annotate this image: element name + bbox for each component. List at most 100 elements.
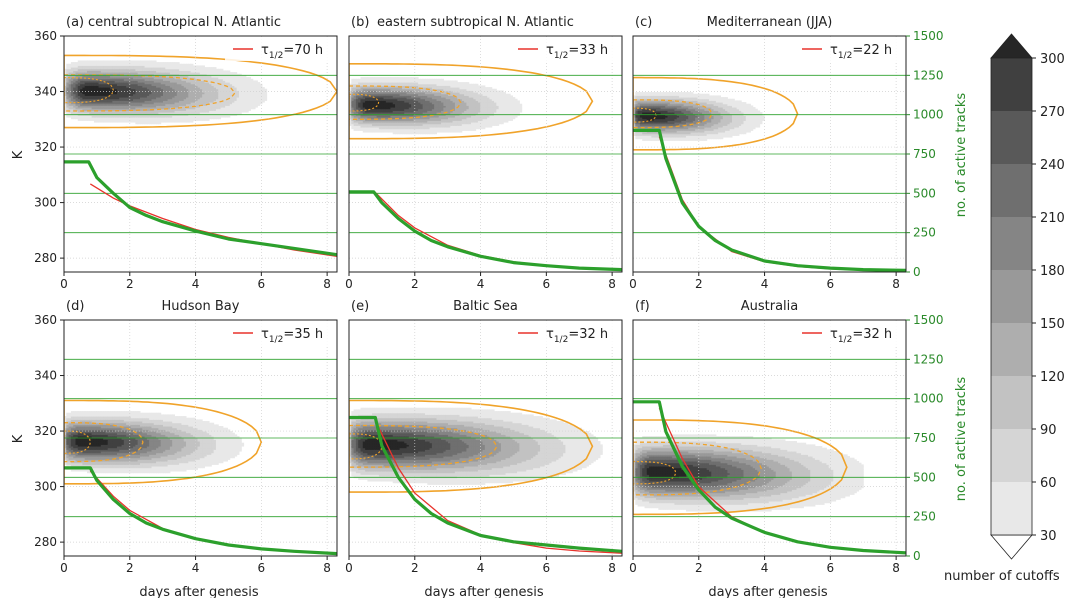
x-tick-label: 4: [761, 561, 769, 575]
fit-curve: [658, 136, 907, 272]
density-field: [633, 92, 765, 141]
panel-frame: [63, 35, 338, 273]
panel-frame: [63, 319, 338, 557]
colorbar-segment: [991, 376, 1032, 429]
tracks-tick-label: 500: [913, 470, 936, 484]
k-tick-label: 360: [34, 29, 57, 43]
density-field: [64, 411, 245, 474]
panel-frame: [348, 319, 623, 557]
tracks-tick-label: 1250: [913, 68, 944, 82]
contour-outer: [64, 54, 337, 129]
colorbar-segment: [991, 58, 1032, 111]
legend-fit-label: τ1/2=22 h: [830, 43, 892, 61]
panel-letter: (b): [351, 15, 369, 30]
contour-core: [633, 107, 657, 123]
x-tick-label: 6: [827, 561, 835, 575]
panel-frame: [348, 35, 623, 273]
colorbar: 30 60 90 120 150 180 210 240 270 300: [990, 33, 1065, 560]
tracks-tick-label: 250: [913, 510, 936, 524]
legend: τ1/2=22 h: [794, 39, 902, 61]
colorbar-tick-label: 300: [1040, 52, 1065, 67]
x-tick-label: 2: [411, 277, 419, 291]
panel-letter: (d): [66, 299, 84, 314]
panel-title: Australia: [741, 299, 799, 314]
panel-e: 0 2 4 6 8 (e) Baltic Sea τ1/2=32 h: [345, 299, 623, 575]
active-tracks-line: [349, 415, 623, 553]
fit-curve: [89, 183, 338, 257]
k-tick-label: 320: [34, 140, 57, 154]
k-tick-label: 340: [34, 85, 57, 99]
colorbar-tick-label: 150: [1040, 317, 1065, 332]
x-tick-label: 4: [192, 561, 200, 575]
left-ylabel-bottom: K: [11, 434, 26, 443]
x-tick-label: 0: [345, 277, 353, 291]
x-tick-label: 6: [543, 561, 551, 575]
k-tick-label: 280: [34, 251, 57, 265]
panel-letter: (c): [635, 15, 652, 30]
colorbar-segment: [991, 323, 1032, 376]
colorbar-tick-label: 240: [1040, 158, 1065, 173]
colorbar-segment: [991, 482, 1032, 535]
contour-outer: [64, 399, 263, 485]
x-tick-label: 2: [411, 561, 419, 575]
legend-fit-label: τ1/2=32 h: [830, 327, 892, 345]
x-tick-label: 0: [60, 561, 68, 575]
k-tick-label: 280: [34, 535, 57, 549]
contour-inner: [349, 85, 462, 120]
legend: τ1/2=35 h: [225, 323, 333, 345]
colorbar-extend-min: [990, 534, 1033, 560]
gridlines: [348, 319, 622, 557]
active-tracks-line: [633, 400, 907, 555]
k-tick-label: 360: [34, 313, 57, 327]
panel-b: 0 2 4 6 8 (b) eastern subtropical N. Atlantic τ…: [345, 15, 623, 291]
colorbar-segment: [991, 429, 1032, 482]
legend-fit-label: τ1/2=70 h: [261, 43, 323, 61]
left-ylabel-top: K: [11, 150, 26, 159]
tracks-tick-label: 1500: [913, 313, 944, 327]
contour-core: [349, 93, 380, 112]
panel-title: Mediterranean (JJA): [707, 15, 833, 30]
xlabel-col3: days after genesis: [708, 585, 828, 598]
x-tick-label: 6: [258, 277, 266, 291]
colorbar-tick-label: 90: [1040, 423, 1057, 438]
contour-inner: [633, 99, 713, 129]
contour-inner: [349, 424, 498, 468]
density-field: [633, 434, 864, 512]
legend-fit-label: τ1/2=32 h: [546, 327, 608, 345]
legend: τ1/2=70 h: [225, 39, 333, 61]
right-ylabel-top: no. of active tracks: [954, 93, 969, 218]
colorbar-tick-label: 180: [1040, 264, 1065, 279]
colorbar-tick-label: 30: [1040, 529, 1057, 544]
contour-outer: [349, 399, 594, 493]
x-tick-label: 2: [695, 277, 703, 291]
colorbar-tick-label: 120: [1040, 370, 1065, 385]
x-tick-label: 8: [608, 561, 616, 575]
k-tick-label: 340: [34, 369, 57, 383]
panel-title: eastern subtropical N. Atlantic: [377, 15, 574, 30]
x-tick-label: 2: [126, 277, 134, 291]
x-tick-label: 8: [608, 277, 616, 291]
active-tracks-line: [349, 190, 623, 272]
x-tick-label: 2: [695, 561, 703, 575]
x-tick-label: 4: [477, 561, 485, 575]
legend-fit-label: τ1/2=33 h: [546, 43, 608, 61]
tracks-tick-label: 500: [913, 186, 936, 200]
x-tick-label: 0: [345, 561, 353, 575]
k-tick-label: 300: [34, 196, 57, 210]
colorbar-tick-label: 60: [1040, 476, 1057, 491]
panel-a: 0 2 4 6 8 280 300 320 340 360 (a) central subtropic…: [34, 15, 338, 291]
x-tick-label: 4: [477, 277, 485, 291]
x-tick-label: 0: [629, 561, 637, 575]
x-tick-label: 6: [258, 561, 266, 575]
density-field: [349, 407, 603, 485]
colorbar-segment: [991, 164, 1032, 217]
tracks-tick-label: 750: [913, 431, 936, 445]
gridlines: [63, 319, 337, 557]
x-tick-label: 4: [192, 277, 200, 291]
contour-outer: [633, 419, 848, 516]
x-tick-label: 0: [629, 277, 637, 291]
tracks-tick-label: 0: [913, 549, 921, 563]
